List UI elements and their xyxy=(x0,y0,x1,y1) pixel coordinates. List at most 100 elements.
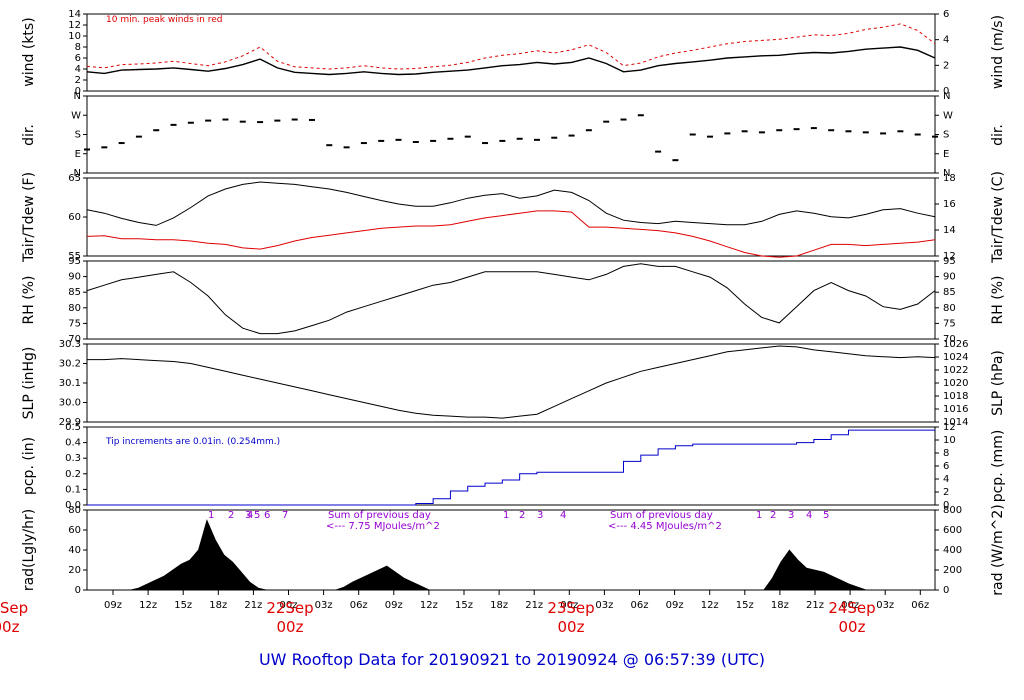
tick-label-left: 0.1 xyxy=(65,484,81,495)
ylabel-slp: SLP (inHg) xyxy=(21,347,37,420)
date-label-day: 22Sep xyxy=(266,599,313,617)
tick-label-right: 4 xyxy=(943,35,949,46)
date-label-hour: 00z xyxy=(277,618,304,636)
x-tick-label: 06z xyxy=(350,600,368,611)
tick-label-right: 600 xyxy=(943,525,962,536)
rad-hour-mark: 1 xyxy=(503,510,509,521)
rad-hour-mark: 2 xyxy=(519,510,525,521)
tick-label-right: 75 xyxy=(943,318,956,329)
tick-label-left: 30.2 xyxy=(59,359,81,370)
tick-label-left: 95 xyxy=(68,256,81,267)
ylabel-right-temp: Tair/Tdew (C) xyxy=(990,171,1006,264)
date-label-hour: 00z xyxy=(558,618,585,636)
tick-label-right: 0 xyxy=(943,86,949,97)
tick-label-right: 1020 xyxy=(943,378,968,389)
tick-label-right: 2 xyxy=(943,487,949,498)
tick-label-right: 4 xyxy=(943,474,949,485)
pcp-annotation: Tip increments are 0.01in. (0.254mm.) xyxy=(105,437,280,447)
tick-label-right: 18 xyxy=(943,173,956,184)
tick-label-right: 6 xyxy=(943,461,949,472)
tick-label-right: S xyxy=(943,130,949,141)
x-tick-label: 09z xyxy=(385,600,403,611)
rad-series xyxy=(87,519,935,591)
tick-label-right: 0 xyxy=(943,500,949,511)
tick-label-left: 29.9 xyxy=(59,417,81,428)
ylabel-right-pcp: pcp. (mm) xyxy=(990,430,1006,503)
rad-hour-mark: 1 xyxy=(208,510,214,521)
x-tick-label: 09z xyxy=(666,600,684,611)
wind-annotation: 10 min. peak winds in red xyxy=(106,15,223,25)
wind-speed-line xyxy=(86,46,936,76)
tick-label-left: 70 xyxy=(68,334,81,345)
rad-hour-mark: 5 xyxy=(823,510,829,521)
x-tick-label: 00z xyxy=(280,600,298,611)
date-label-hour: 00z xyxy=(839,618,866,636)
ylabel-rad: rad(Lgly/hr) xyxy=(21,509,37,591)
tick-label-left: 0 xyxy=(75,585,81,596)
tick-label-left: 2 xyxy=(75,75,81,86)
tick-label-right: 90 xyxy=(943,272,956,283)
tick-label-left: N xyxy=(74,91,81,102)
x-tick-label: 21z xyxy=(244,600,262,611)
wind-peak-line xyxy=(86,23,936,70)
tick-label-right: 200 xyxy=(943,565,962,576)
rad-hour-mark: 3 xyxy=(788,510,794,521)
x-tick-label: 06z xyxy=(911,600,929,611)
ylabel-temp: Tair/Tdew (F) xyxy=(21,172,37,263)
tick-label-right: 12 xyxy=(943,251,956,262)
rad-hour-mark: 2 xyxy=(228,510,234,521)
tick-label-left: 4 xyxy=(75,64,81,75)
tick-label-left: 12 xyxy=(68,20,81,31)
tick-label-left: 0.4 xyxy=(65,438,81,449)
panel-rh-frame xyxy=(86,260,936,340)
tick-label-right: 1016 xyxy=(943,404,968,415)
rad-hour-mark: 2 xyxy=(770,510,776,521)
panel-slp-frame xyxy=(86,343,936,423)
slp-line xyxy=(87,345,936,419)
slp-series xyxy=(87,345,936,419)
tick-label-right: 400 xyxy=(943,545,962,556)
ylabel-right-dir: dir. xyxy=(990,124,1006,146)
rh-series xyxy=(86,263,936,335)
tick-label-right: 14 xyxy=(943,225,956,236)
tick-label-left: N xyxy=(74,168,81,179)
rad-hour-mark: 4 xyxy=(560,510,566,521)
ylabel-right-slp: SLP (hPa) xyxy=(990,350,1006,416)
rad-hour-mark: 7 xyxy=(282,510,288,521)
x-tick-label: 18z xyxy=(771,600,789,611)
x-tick-label: 18z xyxy=(209,600,227,611)
tick-label-right: E xyxy=(943,149,949,160)
ylabel-rh: RH (%) xyxy=(21,276,37,325)
tick-label-right: 800 xyxy=(943,505,962,516)
date-label-day: Sep xyxy=(0,599,28,617)
x-tick-label: 06z xyxy=(631,600,649,611)
x-tick-label: 21z xyxy=(525,600,543,611)
tick-label-left: 6 xyxy=(75,53,81,64)
footer-title: UW Rooftop Data for 20190921 to 20190924… xyxy=(259,650,765,669)
tick-label-right: N xyxy=(943,91,950,102)
tick-label-left: 80 xyxy=(68,505,81,516)
tick-label-left: 40 xyxy=(68,545,81,556)
tick-label-left: 0.3 xyxy=(65,453,81,464)
tick-label-right: 1024 xyxy=(943,352,968,363)
tdew-line xyxy=(86,210,936,258)
panel-dir-frame xyxy=(86,95,936,174)
tick-label-left: W xyxy=(71,110,81,121)
tick-label-left: E xyxy=(75,149,81,160)
tick-label-right: 12 xyxy=(943,422,956,433)
rad-hour-mark: 5 xyxy=(254,510,260,521)
x-tick-label: 09z xyxy=(104,600,122,611)
rh-line xyxy=(86,263,936,335)
ylabel-wind: wind (kts) xyxy=(21,17,37,86)
tick-label-right: 80 xyxy=(943,303,956,314)
rad-sum-value-1: <--- 7.75 MJoules/m^2 xyxy=(326,521,440,532)
rad-hour-mark: 3 xyxy=(245,510,251,521)
axis-ticks: 024681012140246NESWNNESWN556065121416187… xyxy=(59,9,969,611)
rad-hour-mark: 4 xyxy=(806,510,812,521)
tick-label-right: 1014 xyxy=(943,417,968,428)
panel-temp-frame xyxy=(86,177,936,257)
x-tick-label: 15z xyxy=(455,600,473,611)
tick-label-left: 30.0 xyxy=(59,398,81,409)
tick-label-right: 1022 xyxy=(943,365,968,376)
